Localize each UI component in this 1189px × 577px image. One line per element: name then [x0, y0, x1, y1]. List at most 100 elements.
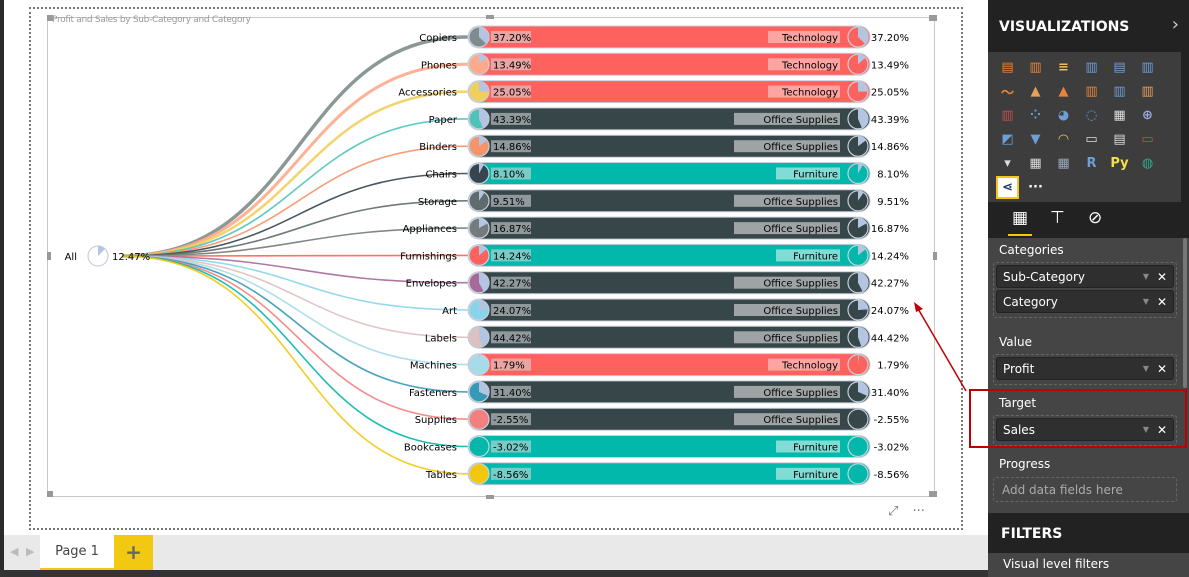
link-line	[121, 118, 469, 257]
category-label: Office Supplies	[763, 388, 838, 399]
matrix-icon[interactable]: ▦	[1057, 156, 1070, 171]
area-chart-icon[interactable]: ▲	[1030, 84, 1041, 99]
next-page-icon[interactable]: ▶	[26, 545, 35, 558]
fields-icon[interactable]: ▦	[1008, 208, 1033, 236]
value-label-bg	[491, 304, 531, 316]
resize-handle[interactable]	[486, 495, 494, 499]
analytics-icon[interactable]: ⊘	[1088, 208, 1103, 228]
custom-tree-visual-icon[interactable]: ⋖	[996, 176, 1019, 199]
remove-field-icon[interactable]: ✕	[1156, 423, 1167, 437]
100-stacked-bar-icon[interactable]: ▤	[1113, 60, 1126, 75]
field-pill-sub-category[interactable]: Sub-Category ▼ ✕	[996, 265, 1174, 288]
focus-mode-icon[interactable]: ⤢	[888, 504, 899, 519]
subcategory-pie-slice	[479, 381, 489, 396]
field-pill-profit[interactable]: Profit ▼ ✕	[996, 357, 1174, 380]
dropdown-icon[interactable]: ▼	[1142, 425, 1149, 434]
table-icon[interactable]: ▦	[1029, 156, 1042, 171]
categories-well[interactable]: Sub-Category ▼ ✕ Category ▼ ✕	[993, 262, 1177, 318]
link-line	[121, 255, 469, 448]
line-clustered-column-icon[interactable]: ▥	[1113, 84, 1126, 99]
field-pill-category[interactable]: Category ▼ ✕	[996, 290, 1174, 313]
resize-handle[interactable]	[929, 491, 937, 497]
tree-row-bookcases: Bookcases -3.02% Furniture -3.02%	[404, 435, 909, 458]
multi-row-card-icon[interactable]: ▤	[1113, 132, 1126, 147]
format-paint-roller-icon[interactable]: ⊤	[1050, 208, 1065, 228]
slicer-icon[interactable]: ▾	[1004, 156, 1011, 171]
category-label: Technology	[781, 88, 838, 99]
map-icon[interactable]: ⊕	[1142, 108, 1153, 123]
root-label: All	[65, 252, 77, 263]
tab-page-1[interactable]: Page 1	[40, 535, 114, 570]
subcategory-label: Supplies	[415, 415, 457, 426]
value-label: 14.86%	[493, 142, 531, 153]
prev-page-icon[interactable]: ◀	[10, 545, 19, 558]
visual-level-filters[interactable]: Visual level filters	[988, 553, 1189, 577]
stacked-column-icon[interactable]: ▥	[1029, 60, 1042, 75]
funnel-icon[interactable]: ▼	[1030, 132, 1041, 147]
link-line	[121, 255, 469, 393]
treemap-icon[interactable]: ▦	[1113, 108, 1126, 123]
python-visual-icon[interactable]: Py	[1110, 156, 1129, 171]
dropdown-icon[interactable]: ▼	[1142, 297, 1149, 306]
resize-handle[interactable]	[929, 15, 937, 21]
dropdown-icon[interactable]: ▼	[1142, 272, 1149, 281]
pie-chart-icon[interactable]: ◕	[1057, 108, 1070, 123]
more-options-icon[interactable]: ···	[912, 504, 925, 519]
target-well[interactable]: Sales ▼ ✕	[993, 415, 1177, 446]
add-page-button[interactable]: +	[114, 535, 153, 570]
tree-row-paper: Paper 43.39% Office Supplies 43.39%	[429, 107, 909, 131]
resize-handle[interactable]	[486, 15, 494, 19]
scatter-icon[interactable]: ⁘	[1030, 108, 1041, 123]
filled-map-icon[interactable]: ◩	[1001, 132, 1014, 147]
category-pie-slice	[858, 354, 860, 365]
tree-row-furnishings: Furnishings 14.24% Furniture 14.24%	[400, 243, 909, 267]
kpi-icon[interactable]: ▭	[1141, 132, 1154, 147]
r-visual-icon[interactable]: R	[1086, 156, 1097, 171]
category-pie-slice	[858, 81, 869, 92]
remove-field-icon[interactable]: ✕	[1156, 362, 1167, 376]
category-label-bg	[776, 249, 840, 262]
category-label: Technology	[781, 33, 838, 44]
remove-field-icon[interactable]: ✕	[1156, 295, 1167, 309]
field-pill-sales[interactable]: Sales ▼ ✕	[996, 418, 1174, 441]
value-label-bg	[491, 249, 531, 262]
100-stacked-column-icon[interactable]: ▥	[1141, 60, 1154, 75]
subcategory-label: Binders	[419, 142, 457, 153]
category-pie-slice	[858, 136, 867, 147]
category-label-bg	[734, 385, 840, 398]
collapse-pane-icon[interactable]: ›	[1171, 14, 1179, 35]
stacked-bar-icon[interactable]: ▤	[1001, 60, 1014, 75]
line-chart-icon[interactable]: 〜	[1000, 86, 1014, 101]
resize-handle[interactable]	[47, 491, 53, 497]
category-label: Office Supplies	[763, 279, 838, 290]
value-label: 9.51%	[493, 197, 525, 208]
arcgis-map-icon[interactable]: ◍	[1141, 156, 1154, 171]
waterfall-icon[interactable]: ▥	[1001, 108, 1014, 123]
progress-well[interactable]: Add data fields here	[993, 477, 1177, 502]
donut-chart-icon[interactable]: ◌	[1085, 108, 1098, 123]
value-label: -8.56%	[493, 470, 528, 481]
category-label-bg	[768, 58, 840, 71]
clustered-bar-icon[interactable]: ≡	[1058, 60, 1069, 75]
stacked-area-icon[interactable]: ▲	[1058, 84, 1069, 99]
value-well[interactable]: Profit ▼ ✕	[993, 354, 1177, 385]
dropdown-icon[interactable]: ▼	[1142, 364, 1149, 373]
category-label: Technology	[781, 361, 838, 372]
resize-handle[interactable]	[47, 15, 53, 21]
value-label-bg	[491, 413, 531, 426]
more-visuals-icon[interactable]: ···	[1028, 180, 1043, 195]
pane-scrollbar[interactable]	[1183, 238, 1187, 388]
category-label: Office Supplies	[763, 306, 838, 317]
remove-field-icon[interactable]: ✕	[1156, 270, 1167, 284]
ribbon-chart-icon[interactable]: ▥	[1141, 84, 1154, 99]
category-pie-slice	[858, 108, 868, 129]
resize-handle[interactable]	[47, 252, 51, 260]
clustered-column-icon[interactable]: ▥	[1085, 60, 1098, 75]
line-column-icon[interactable]: ▥	[1085, 84, 1098, 99]
gauge-icon[interactable]: ◠	[1058, 132, 1069, 147]
category-label: Office Supplies	[763, 142, 838, 153]
card-icon[interactable]: ▭	[1085, 132, 1098, 147]
link-line	[121, 255, 469, 339]
resize-handle[interactable]	[933, 252, 937, 260]
row-value: 37.20%	[871, 33, 909, 44]
